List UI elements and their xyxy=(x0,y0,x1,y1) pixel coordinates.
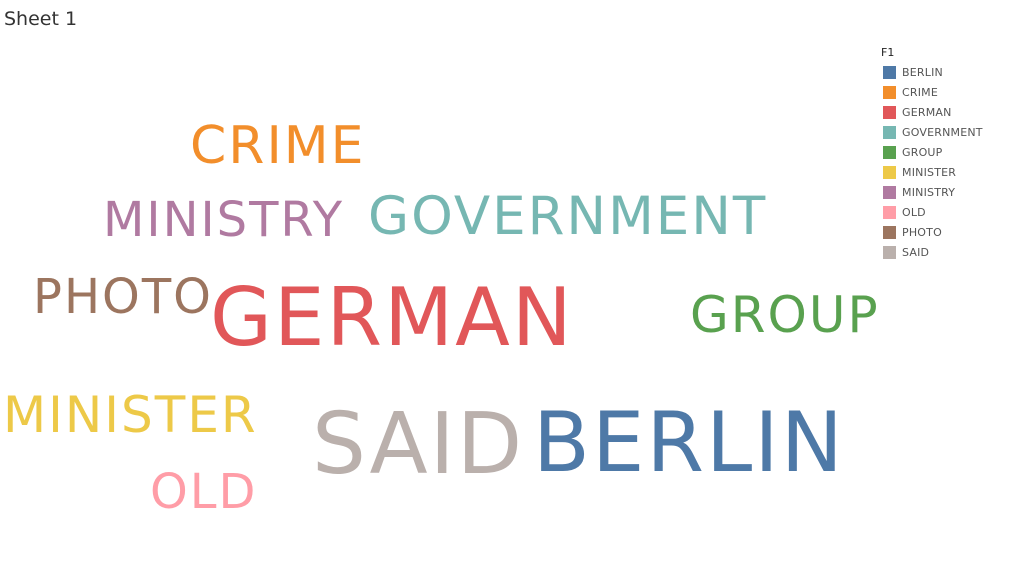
legend-item-said[interactable]: SAID xyxy=(881,242,1011,262)
word-berlin[interactable]: BERLIN xyxy=(533,394,845,491)
word-old[interactable]: OLD xyxy=(150,464,257,520)
legend-label: GOVERNMENT xyxy=(902,125,983,139)
legend-label: PHOTO xyxy=(902,225,942,239)
legend-swatch xyxy=(883,125,896,139)
legend-item-photo[interactable]: PHOTO xyxy=(881,222,1011,242)
word-said[interactable]: SAID xyxy=(312,395,524,494)
legend-item-crime[interactable]: CRIME xyxy=(881,82,1011,102)
legend-swatch xyxy=(883,205,896,219)
legend-swatch xyxy=(883,145,896,159)
legend-item-berlin[interactable]: BERLIN xyxy=(881,62,1011,82)
legend-label: MINISTER xyxy=(902,165,957,179)
legend-swatch xyxy=(883,225,896,239)
word-minister[interactable]: MINISTER xyxy=(3,386,258,444)
legend-label: GROUP xyxy=(902,145,943,159)
legend-label: MINISTRY xyxy=(902,185,956,199)
word-photo[interactable]: PHOTO xyxy=(33,269,213,325)
legend-label: BERLIN xyxy=(902,65,943,79)
sheet-title: Sheet 1 xyxy=(4,8,78,30)
legend-swatch xyxy=(883,105,896,119)
legend-swatch xyxy=(883,65,896,79)
legend: F1 BERLIN CRIME GERMAN GOVERNMENT GROUP MINIS… xyxy=(881,46,1011,262)
word-group[interactable]: GROUP xyxy=(690,286,880,344)
legend-label: OLD xyxy=(902,205,926,219)
legend-item-minister[interactable]: MINISTER xyxy=(881,162,1011,182)
legend-item-german[interactable]: GERMAN xyxy=(881,102,1011,122)
legend-label: GERMAN xyxy=(902,105,952,119)
word-ministry[interactable]: MINISTRY xyxy=(103,192,344,248)
legend-swatch xyxy=(883,185,896,199)
word-german[interactable]: GERMAN xyxy=(210,271,574,364)
legend-label: SAID xyxy=(902,245,930,259)
legend-item-old[interactable]: OLD xyxy=(881,202,1011,222)
word-government[interactable]: GOVERNMENT xyxy=(368,186,767,247)
legend-item-group[interactable]: GROUP xyxy=(881,142,1011,162)
legend-item-government[interactable]: GOVERNMENT xyxy=(881,122,1011,142)
legend-swatch xyxy=(883,165,896,179)
word-crime[interactable]: CRIME xyxy=(190,116,366,176)
legend-items: BERLIN CRIME GERMAN GOVERNMENT GROUP MINISTER… xyxy=(881,62,1011,262)
legend-label: CRIME xyxy=(902,85,939,99)
legend-title: F1 xyxy=(881,46,895,59)
legend-item-ministry[interactable]: MINISTRY xyxy=(881,182,1011,202)
legend-swatch xyxy=(883,245,896,259)
legend-swatch xyxy=(883,85,896,99)
